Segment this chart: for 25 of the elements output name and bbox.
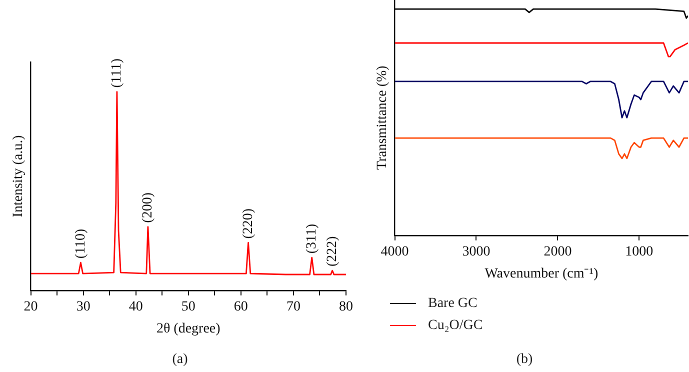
- text: (b): [515, 352, 534, 368]
- x-tick-label: 50: [181, 299, 196, 314]
- x-axis-title: Wavenumber (cm⁻¹): [484, 266, 598, 282]
- x-tick-label: 30: [76, 299, 90, 314]
- x-tick-label: 3000: [462, 244, 490, 260]
- x-tick-label: 60: [234, 299, 248, 314]
- x-tick-label: 70: [286, 299, 300, 314]
- x-tick-label: 2000: [544, 244, 572, 260]
- x-tick-label: 20: [24, 299, 38, 314]
- legend-label: Cu₂O/GC: [427, 318, 484, 334]
- text: (a): [171, 352, 189, 368]
- annotation: (311): [304, 223, 320, 254]
- annotation: (220): [240, 208, 256, 239]
- annotation: (222): [325, 236, 340, 267]
- legend-label: Bare GC: [427, 296, 478, 312]
- x-tick-label: 1000: [625, 244, 654, 260]
- y-axis-title: Transmittance (%): [375, 65, 390, 170]
- x-tick-label: 4000: [380, 244, 409, 260]
- annotation: (110): [73, 228, 88, 259]
- x-tick-label: 80: [339, 299, 353, 314]
- x-tick-label: 40: [128, 299, 143, 314]
- y-axis-title: Intensity (a.u.): [11, 134, 26, 218]
- annotation: (200): [140, 192, 156, 223]
- annotation: (111): [110, 58, 125, 88]
- x-axis-title: 2θ (degree): [156, 321, 221, 336]
